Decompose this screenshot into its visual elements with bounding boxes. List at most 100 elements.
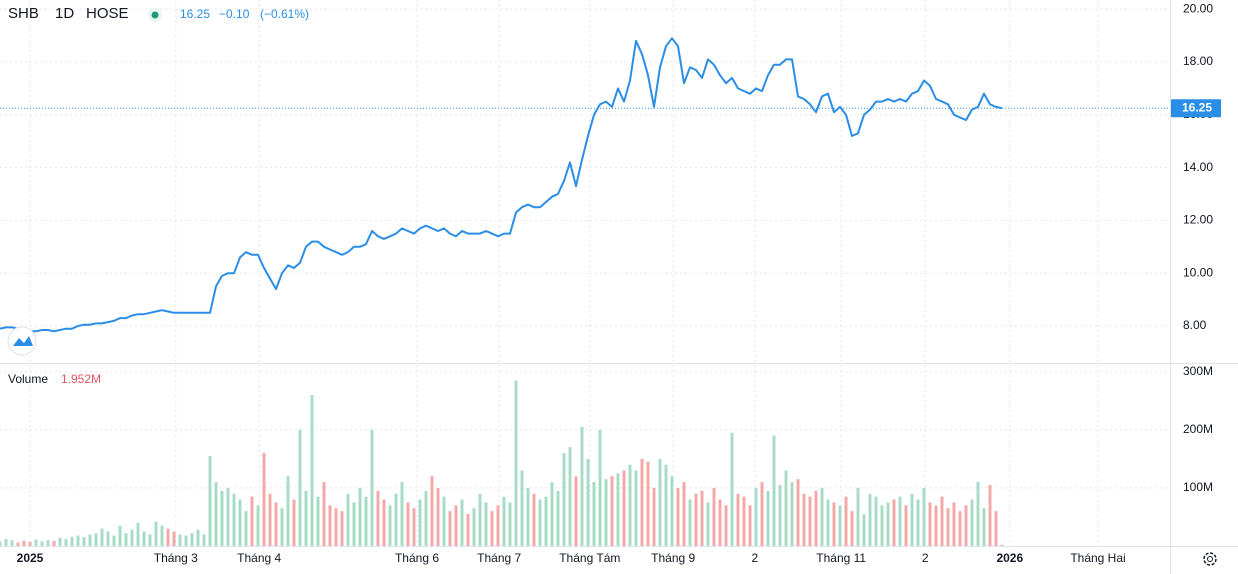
symbol[interactable]: SHB <box>8 5 39 22</box>
volume-bar <box>16 542 20 546</box>
volume-bar <box>796 479 800 546</box>
x-tick-label: Tháng 7 <box>477 551 521 565</box>
volume-bar <box>142 531 146 546</box>
volume-bar <box>34 539 38 546</box>
volume-bar <box>808 496 812 546</box>
volume-bar <box>508 502 512 546</box>
volume-bar <box>976 482 980 546</box>
volume-bar <box>664 464 668 546</box>
volume-bar <box>460 499 464 546</box>
volume-bar <box>778 485 782 546</box>
volume-bar <box>394 493 398 546</box>
volume-bar <box>4 539 8 546</box>
settings-icon[interactable] <box>1203 552 1217 566</box>
logo[interactable] <box>7 326 37 356</box>
volume-bar <box>844 496 848 546</box>
volume-bar <box>982 508 986 546</box>
volume-bar <box>670 476 674 546</box>
volume-bar <box>298 429 302 546</box>
volume-bar <box>130 529 134 546</box>
volume-bar <box>58 537 62 546</box>
volume-bar <box>658 458 662 546</box>
volume-bar <box>124 533 128 546</box>
volume-bar <box>454 505 458 546</box>
volume-bar <box>814 490 818 546</box>
header-change: −0.10 <box>219 7 250 21</box>
volume-bar <box>82 537 86 546</box>
volume-bar <box>694 493 698 546</box>
volume-bar <box>310 394 314 546</box>
volume-bar <box>646 461 650 546</box>
volume-bar <box>64 539 68 546</box>
settings-button[interactable] <box>1203 552 1217 566</box>
price-line <box>0 37 1003 333</box>
x-tick-label: Tháng 9 <box>651 551 695 565</box>
volume-bar <box>232 493 236 546</box>
volume-bar <box>520 470 524 546</box>
volume-bar <box>514 380 518 546</box>
volume-bar <box>790 482 794 546</box>
volume-bar <box>478 493 482 546</box>
volume-bar <box>496 505 500 546</box>
volume-bar <box>220 490 224 546</box>
volume-bar <box>376 490 380 546</box>
volume-bar <box>802 493 806 546</box>
volume-bar <box>502 496 506 546</box>
volume-bar <box>892 499 896 546</box>
x-tick-label: 2 <box>922 551 929 565</box>
volume-bar <box>922 487 926 546</box>
volume-bar <box>772 435 776 546</box>
volume-bar <box>958 511 962 546</box>
volume-bar <box>292 499 296 546</box>
volume-bar <box>898 496 902 546</box>
status-dot <box>151 11 159 19</box>
volume-bar <box>184 535 188 546</box>
logo-icon[interactable] <box>13 336 33 346</box>
x-tick-label: Tháng 4 <box>237 551 281 565</box>
volume-bar <box>868 493 872 546</box>
volume-bar <box>622 470 626 546</box>
interval[interactable]: 1D <box>55 5 74 22</box>
y-tick-label: 8.00 <box>1183 318 1207 332</box>
volume-bar <box>118 525 122 546</box>
volume-bar <box>838 505 842 546</box>
volume-bar <box>946 508 950 546</box>
volume-bar <box>172 531 176 546</box>
volume-bar <box>208 455 212 546</box>
volume-bar <box>640 458 644 546</box>
volume-bar <box>526 487 530 546</box>
volume-bar <box>262 453 266 546</box>
volume-bar <box>718 499 722 546</box>
volume-bar <box>388 505 392 546</box>
header-price: 16.25 <box>180 7 210 21</box>
volume-bar <box>196 529 200 546</box>
volume-bar <box>538 499 542 546</box>
volume-bar <box>964 505 968 546</box>
volume-bar <box>556 490 560 546</box>
volume-bar <box>346 493 350 546</box>
volume-bar <box>190 533 194 546</box>
volume-bar <box>934 505 938 546</box>
volume-bar <box>760 482 764 546</box>
volume-bar <box>634 470 638 546</box>
volume-bar <box>874 496 878 546</box>
volume-bar <box>274 502 278 546</box>
plot-layer: 2025 Tháng 3 Tháng 4 Tháng 6 Tháng 7 Tháng Tá… <box>0 0 1221 565</box>
volume-bar <box>604 479 608 546</box>
volume-bar <box>952 502 956 546</box>
exchange: HOSE <box>86 5 129 22</box>
volume-bar <box>886 502 890 546</box>
volume-bar <box>436 487 440 546</box>
volume-bar <box>256 505 260 546</box>
x-tick-label: 2026 <box>996 551 1023 565</box>
volume-bar <box>928 502 932 546</box>
volume-bar <box>580 426 584 546</box>
volume-bar <box>160 525 164 546</box>
volume-bar <box>280 508 284 546</box>
y-tick-label: 300M <box>1183 364 1213 378</box>
volume-bar <box>598 429 602 546</box>
volume-bar <box>532 493 536 546</box>
volume-bar <box>442 496 446 546</box>
settings-icon-center[interactable] <box>1207 556 1213 562</box>
